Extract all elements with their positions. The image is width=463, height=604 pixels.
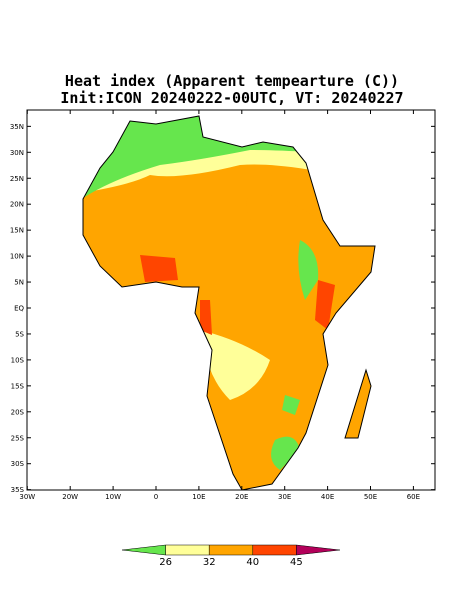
lat-tick-label: 35N bbox=[10, 123, 24, 131]
lon-tick-label: 0 bbox=[154, 493, 158, 501]
colorbar-segment bbox=[296, 544, 341, 556]
lat-tick-label: 30N bbox=[10, 149, 24, 157]
title-line2: Init:ICON 20240222-00UTC, VT: 20240227 bbox=[60, 89, 403, 107]
colorbar-segment bbox=[208, 544, 254, 556]
colorbar-label: 40 bbox=[246, 557, 259, 568]
lon-tick-label: 20E bbox=[235, 493, 248, 501]
lat-tick-label: 30S bbox=[11, 460, 25, 468]
colorbar-label: 26 bbox=[159, 557, 172, 568]
lat-tick-label: EQ bbox=[14, 305, 24, 313]
lon-tick-label: 30W bbox=[19, 493, 35, 501]
lat-tick-label: 15S bbox=[11, 382, 25, 390]
lat-tick-label: 15N bbox=[10, 227, 24, 235]
lon-tick-label: 10W bbox=[105, 493, 121, 501]
colorbar-label: 32 bbox=[203, 557, 216, 568]
title-line1: Heat index (Apparent tempearture (C)) bbox=[65, 72, 399, 90]
lat-tick-label: 35S bbox=[11, 486, 25, 494]
colorbar-segment bbox=[121, 544, 166, 556]
colorbar-label: 45 bbox=[290, 557, 303, 568]
lat-tick-label: 25S bbox=[11, 434, 25, 442]
colorbar-segment bbox=[165, 544, 210, 556]
lat-tick-label: 5N bbox=[14, 279, 24, 287]
lat-tick-label: 10S bbox=[11, 356, 25, 364]
madagascar bbox=[344, 368, 372, 439]
axis-ticks: 35N 30N 25N 20N 15N 10N 5N EQ 5S 10S 15S 20S 25S 30S 3… bbox=[10, 110, 435, 501]
africa-coast bbox=[82, 115, 376, 491]
lon-tick-label: 10E bbox=[192, 493, 205, 501]
lat-tick-label: 5S bbox=[15, 330, 24, 338]
lon-tick-label: 40E bbox=[321, 493, 334, 501]
lat-tick-label: 20N bbox=[10, 201, 24, 209]
colorbar: 26 32 40 45 bbox=[121, 544, 341, 568]
lon-tick-label: 50E bbox=[364, 493, 377, 501]
colorbar-segment bbox=[252, 544, 297, 556]
lat-tick-label: 20S bbox=[11, 408, 25, 416]
lon-tick-label: 20W bbox=[62, 493, 78, 501]
lat-tick-label: 25N bbox=[10, 175, 24, 183]
lon-tick-label: 30E bbox=[278, 493, 291, 501]
lat-tick-label: 10N bbox=[10, 253, 24, 261]
lon-tick-label: 60E bbox=[407, 493, 420, 501]
